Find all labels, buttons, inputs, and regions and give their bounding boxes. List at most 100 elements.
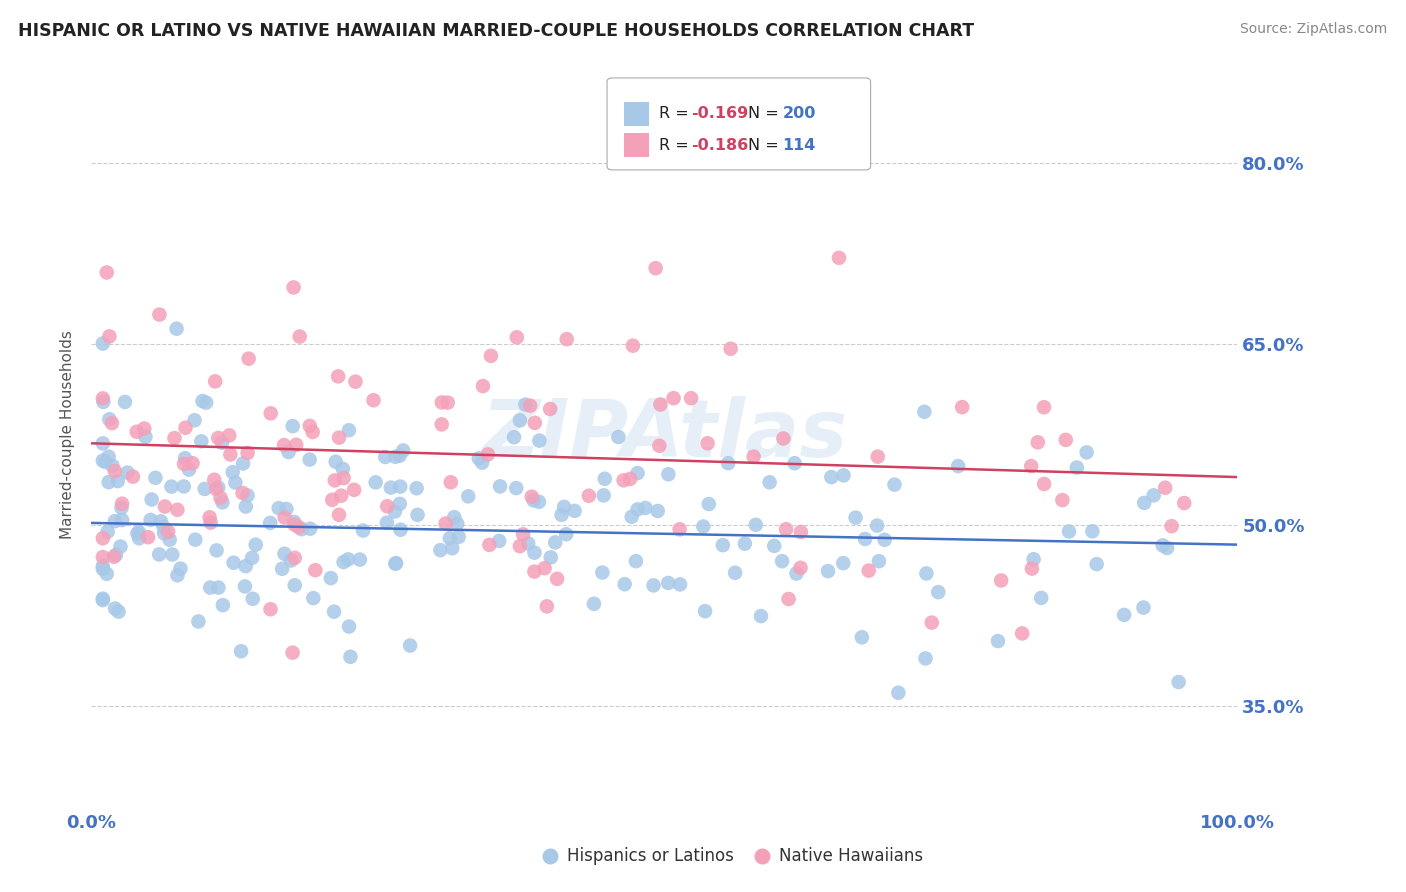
- Point: [166, 568, 188, 582]
- Point: [593, 472, 616, 486]
- Point: [271, 562, 294, 576]
- Point: [523, 416, 546, 430]
- Point: [553, 500, 575, 514]
- Point: [519, 399, 541, 413]
- Point: [406, 508, 429, 522]
- Point: [578, 489, 600, 503]
- Point: [384, 450, 406, 464]
- Point: [546, 572, 568, 586]
- Point: [868, 554, 890, 568]
- Point: [103, 549, 125, 564]
- Point: [471, 379, 494, 393]
- Point: [145, 471, 167, 485]
- Point: [328, 431, 350, 445]
- Point: [163, 431, 186, 445]
- Point: [509, 539, 531, 553]
- Point: [284, 517, 307, 532]
- Point: [512, 527, 534, 541]
- Point: [647, 504, 669, 518]
- Point: [97, 524, 120, 539]
- Point: [349, 552, 371, 566]
- Point: [509, 413, 531, 427]
- Point: [259, 516, 281, 530]
- Point: [191, 394, 214, 409]
- Point: [207, 480, 229, 494]
- Point: [200, 516, 222, 530]
- Point: [162, 548, 184, 562]
- Text: 200: 200: [782, 106, 815, 121]
- Point: [194, 482, 217, 496]
- Point: [1011, 626, 1033, 640]
- Point: [114, 395, 136, 409]
- Point: [107, 605, 129, 619]
- Point: [1154, 481, 1177, 495]
- Point: [204, 375, 226, 389]
- Point: [218, 428, 240, 442]
- Point: [384, 504, 406, 518]
- Point: [200, 581, 222, 595]
- Point: [385, 556, 408, 570]
- Point: [538, 401, 561, 416]
- Point: [1026, 435, 1049, 450]
- Point: [332, 555, 354, 569]
- Point: [235, 500, 257, 514]
- Point: [866, 450, 889, 464]
- Point: [1066, 460, 1088, 475]
- Point: [783, 456, 806, 470]
- Point: [283, 515, 305, 529]
- Bar: [624, 102, 650, 126]
- Point: [389, 480, 412, 494]
- Point: [517, 536, 540, 550]
- Point: [505, 481, 527, 495]
- Point: [734, 536, 756, 550]
- Point: [302, 591, 325, 606]
- Point: [98, 412, 121, 426]
- Point: [91, 336, 114, 351]
- Point: [212, 598, 235, 612]
- Point: [828, 251, 851, 265]
- Point: [648, 439, 671, 453]
- Point: [626, 466, 648, 480]
- Point: [319, 571, 342, 585]
- Point: [127, 526, 149, 541]
- Point: [363, 393, 385, 408]
- Point: [405, 481, 427, 495]
- Point: [149, 514, 172, 528]
- Point: [1156, 541, 1178, 555]
- Point: [1019, 459, 1042, 474]
- Point: [139, 513, 162, 527]
- Point: [749, 609, 772, 624]
- Text: R =: R =: [658, 137, 693, 153]
- Point: [643, 578, 665, 592]
- Point: [332, 462, 354, 476]
- Point: [104, 601, 127, 615]
- Point: [858, 564, 880, 578]
- Point: [626, 502, 648, 516]
- Point: [1133, 496, 1156, 510]
- Point: [533, 561, 555, 575]
- Point: [720, 342, 742, 356]
- Point: [101, 416, 124, 430]
- Point: [195, 395, 218, 409]
- Point: [224, 475, 246, 490]
- Point: [97, 475, 120, 490]
- Point: [758, 475, 780, 490]
- Point: [790, 524, 813, 539]
- Point: [298, 452, 321, 467]
- Point: [321, 492, 343, 507]
- Point: [389, 523, 412, 537]
- Point: [987, 634, 1010, 648]
- Point: [1033, 477, 1056, 491]
- Point: [1052, 493, 1074, 508]
- Point: [343, 483, 366, 497]
- Point: [515, 398, 537, 412]
- Point: [96, 566, 118, 581]
- Point: [288, 329, 311, 343]
- Point: [298, 418, 321, 433]
- Point: [101, 458, 124, 473]
- Point: [276, 502, 298, 516]
- Point: [503, 430, 526, 444]
- Point: [668, 522, 690, 536]
- Point: [97, 450, 120, 464]
- Point: [770, 554, 793, 568]
